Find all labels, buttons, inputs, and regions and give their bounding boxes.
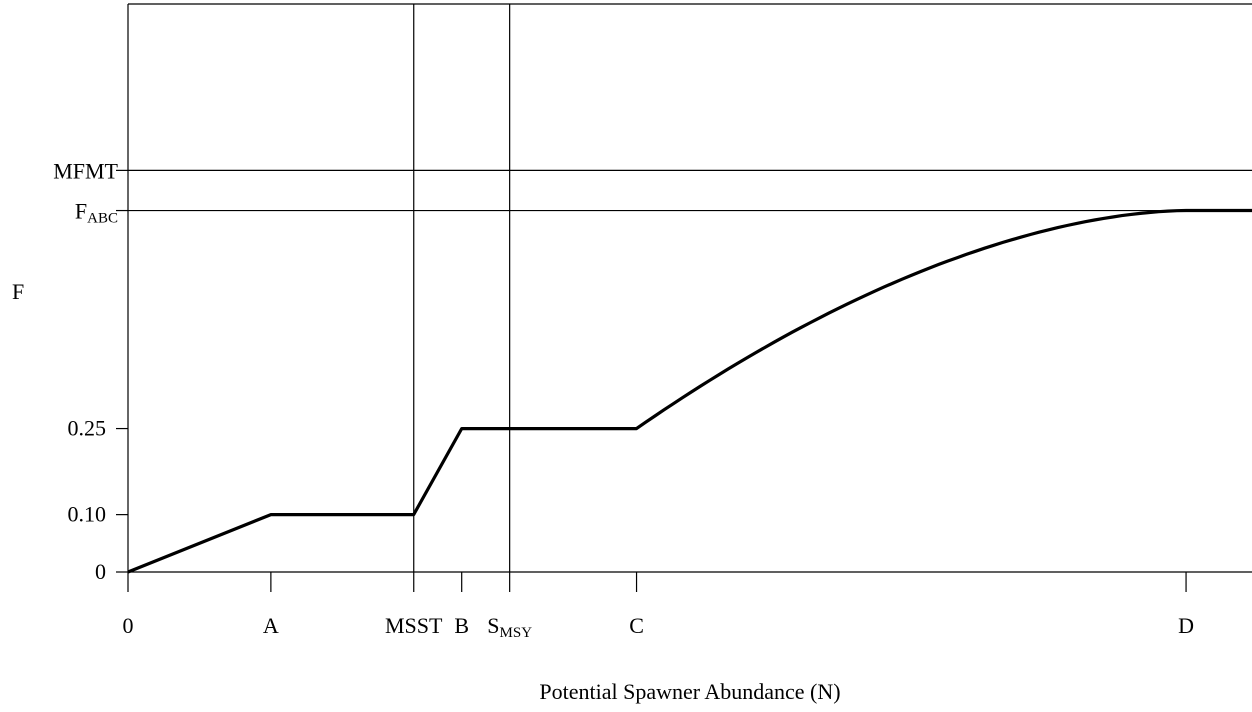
reference-lines: [128, 4, 1252, 572]
x-tick-label-smsy: SMSY: [487, 613, 532, 641]
y-axis-title: F: [12, 279, 24, 304]
x-tick-label-zero: 0: [123, 613, 134, 638]
y-tick-label-p10: 0.10: [68, 502, 107, 527]
axes: [116, 3, 1252, 592]
y-ref-label-mfmt: MFMT: [53, 158, 118, 183]
y-tick-label-p25: 0.25: [68, 416, 107, 441]
x-tick-label-d: D: [1178, 613, 1194, 638]
x-tick-label-b: B: [454, 613, 469, 638]
y-ref-label-fabc: FABC: [75, 199, 118, 227]
x-tick-label-c: C: [629, 613, 644, 638]
x-tick-label-msst: MSST: [385, 613, 443, 638]
y-tick-label-zero: 0: [95, 559, 106, 584]
x-tick-label-a: A: [263, 613, 279, 638]
x-axis-title: Potential Spawner Abundance (N): [539, 679, 840, 704]
control-rule-line: [127, 208, 1252, 574]
control-rule-curve: [127, 208, 1252, 574]
labels: MFMT FABC 0 0.10 0.25 0 A MSST B SMSY C D Potential …: [12, 158, 1194, 704]
